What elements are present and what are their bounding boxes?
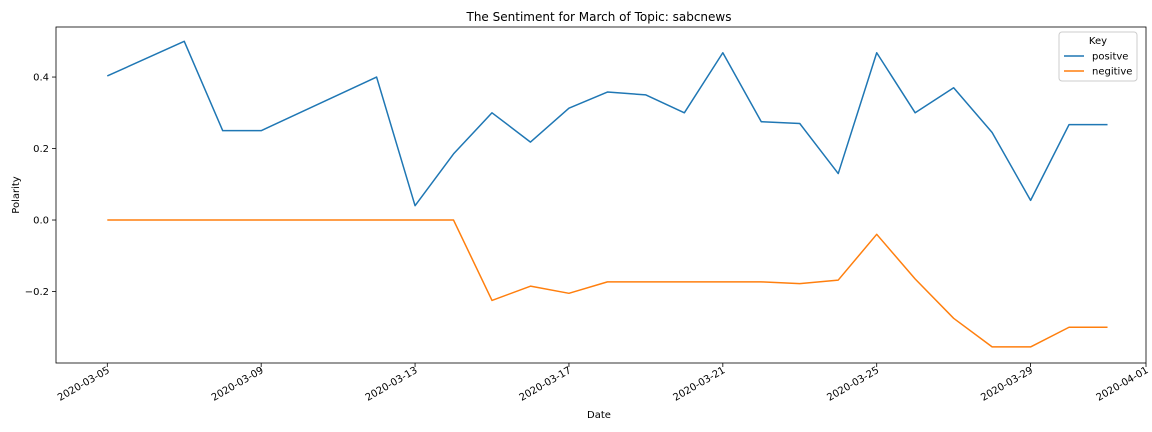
legend-box bbox=[1058, 31, 1138, 82]
series-line-positve bbox=[106, 40, 1108, 207]
legend-label-negitive: negitive bbox=[1092, 67, 1132, 78]
x-tick-label: 2020-03-25 bbox=[825, 365, 881, 404]
x-tick-label: 2020-03-21 bbox=[671, 365, 727, 404]
y-tick-label: 0.2 bbox=[33, 144, 49, 155]
y-tick-label: 0.0 bbox=[33, 216, 49, 227]
y-tick-label: −0.2 bbox=[25, 287, 49, 298]
series-layer bbox=[106, 40, 1108, 348]
chart-title: The Sentiment for March of Topic: sabcne… bbox=[466, 10, 732, 24]
x-tick-label: 2020-03-05 bbox=[56, 365, 112, 404]
x-axis: 2020-03-05 2020-03-09 2020-03-13 2020-03-17… bbox=[56, 363, 1151, 404]
plot-area-frame bbox=[55, 26, 1147, 364]
legend: Key positve negitive bbox=[1058, 31, 1138, 82]
x-tick-label: 2020-04-01 bbox=[1095, 365, 1151, 404]
series-line-negitive bbox=[107, 219, 1108, 348]
x-tick-label: 2020-03-09 bbox=[210, 365, 266, 404]
x-axis-title: Date bbox=[587, 410, 611, 421]
x-tick-label: 2020-03-29 bbox=[979, 365, 1035, 404]
y-tick-label: 0.4 bbox=[33, 73, 49, 84]
y-axis: 0.4 0.2 0.0 −0.2 bbox=[25, 73, 56, 298]
x-tick-label: 2020-03-17 bbox=[518, 365, 574, 404]
legend-title: Key bbox=[1089, 36, 1107, 47]
y-axis-title: Polarity bbox=[11, 176, 22, 214]
x-tick-label: 2020-03-13 bbox=[364, 365, 420, 404]
legend-label-positve: positve bbox=[1092, 52, 1128, 63]
